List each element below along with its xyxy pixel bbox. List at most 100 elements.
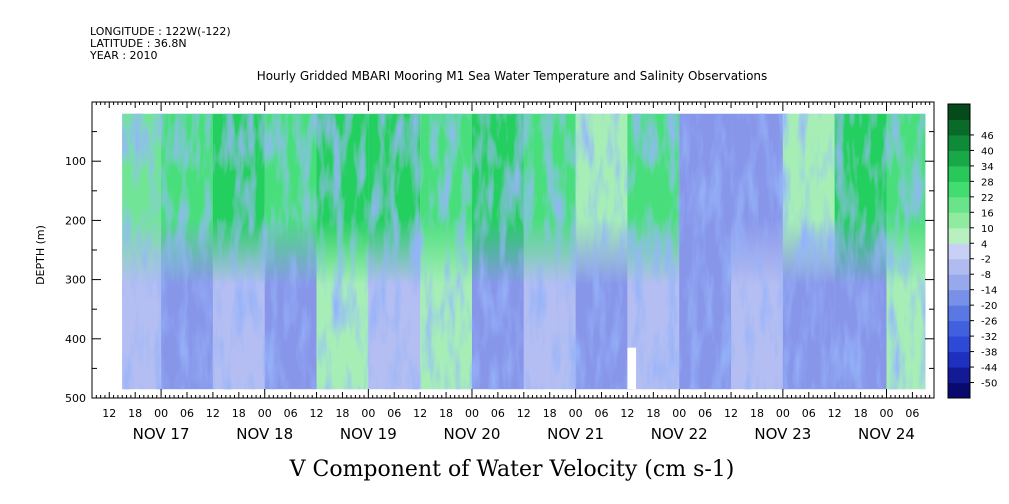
heatmap-stripe [679, 113, 732, 390]
x-day-label: NOV 17 [133, 425, 190, 443]
x-hour-tick-label: 12 [206, 407, 220, 420]
colorbar-swatch [948, 274, 970, 291]
heatmap-stripe [886, 113, 926, 390]
colorbar-swatch [948, 367, 970, 384]
x-hour-tick-label: 06 [387, 407, 401, 420]
heatmap-stripe [575, 113, 628, 390]
x-hour-tick-label: 18 [646, 407, 660, 420]
heatmap-stripe [212, 113, 265, 390]
x-hour-tick-label: 12 [517, 407, 531, 420]
y-tick-label: 300 [65, 274, 86, 287]
x-hour-tick-label: 06 [180, 407, 194, 420]
x-hour-tick-label: 12 [310, 407, 324, 420]
x-day-label: NOV 19 [340, 425, 397, 443]
x-hour-tick-label: 18 [128, 407, 142, 420]
colorbar-tick-label: -2 [981, 255, 991, 266]
heatmap-area [122, 113, 926, 390]
colorbar-swatch [948, 165, 970, 182]
heatmap-stripe [264, 113, 317, 390]
x-day-label: NOV 21 [547, 425, 604, 443]
heatmap-texture-group [122, 113, 926, 390]
colorbar-tick-label: 10 [981, 224, 994, 235]
colorbar-swatch [948, 243, 970, 260]
heatmap-stripe [834, 113, 887, 390]
x-hour-tick-label: 12 [620, 407, 634, 420]
x-hour-tick-label: 00 [569, 407, 583, 420]
x-hour-tick-label: 00 [154, 407, 168, 420]
x-day-label: NOV 18 [236, 425, 293, 443]
colorbar-tick-label: -38 [981, 348, 997, 359]
colorbar-swatch [948, 150, 970, 167]
colorbar-tick-label: 22 [981, 193, 994, 204]
longitude-label: LONGITUDE : 122W(-122) [90, 25, 231, 38]
heatmap-stripe [420, 113, 472, 390]
x-day-label: NOV 22 [651, 425, 708, 443]
colorbar-tick-label: -44 [981, 363, 997, 374]
x-hour-tick-label: 00 [465, 407, 479, 420]
x-hour-tick-label: 06 [905, 407, 919, 420]
x-hour-tick-label: 06 [698, 407, 712, 420]
colorbar-tick-label: 16 [981, 208, 994, 219]
colorbar-swatch [948, 196, 970, 213]
colorbar-swatch [948, 104, 970, 120]
missing-data-gap [627, 347, 637, 390]
x-day-label: NOV 23 [754, 425, 811, 443]
x-hour-tick-label: 00 [672, 407, 686, 420]
colorbar-tick-label: 40 [981, 146, 994, 157]
heatmap-stripe [782, 113, 835, 390]
x-hour-tick-label: 18 [750, 407, 764, 420]
colorbar-tick-label: -32 [981, 332, 997, 343]
colorbar-tick-label: 34 [981, 162, 994, 173]
x-axis: 12 18 00 06 12 18 00 06 12 18 00 06 12 18 00 06 12 18 00 06… [91, 102, 935, 443]
heatmap-stripe [161, 113, 213, 390]
y-tick-label: 100 [65, 155, 86, 168]
year-label: YEAR : 2010 [89, 49, 158, 62]
x-hour-tick-label: 06 [284, 407, 298, 420]
x-day-label: NOV 24 [858, 425, 915, 443]
colorbar-border [947, 103, 971, 399]
colorbar-swatch [948, 351, 970, 368]
x-hour-tick-label: 12 [724, 407, 738, 420]
colorbar-tick-label: 28 [981, 177, 994, 188]
heatmap-stripe [316, 113, 369, 390]
colorbar-swatch [948, 258, 970, 275]
x-hour-tick-label: 00 [776, 407, 790, 420]
x-hour-tick-label: 18 [854, 407, 868, 420]
heatmap-stripe [368, 113, 421, 390]
y-axis-label: DEPTH (m) [34, 225, 47, 285]
colorbar-swatch [948, 382, 970, 399]
x-hour-tick-label: 12 [102, 407, 116, 420]
colorbar-tick-label: -50 [981, 379, 997, 390]
colorbar-swatch [948, 320, 970, 337]
heatmap-stripe [523, 113, 576, 390]
colorbar-swatch [948, 227, 970, 244]
x-hour-tick-label: 18 [543, 407, 557, 420]
x-axis-label: V Component of Water Velocity (cm s-1) [289, 457, 735, 482]
y-tick-label: 400 [65, 333, 86, 346]
x-hour-tick-label: 06 [491, 407, 505, 420]
colorbar-tick-label: 46 [981, 131, 994, 142]
colorbar-tick-label: -26 [981, 317, 997, 328]
x-day-label: NOV 20 [444, 425, 501, 443]
heatmap-stripe [627, 113, 680, 390]
y-tick-label: 200 [65, 214, 86, 227]
heatmap-stripe [471, 113, 524, 390]
x-hour-tick-label: 18 [335, 407, 349, 420]
heatmap-stripe [122, 113, 162, 390]
y-tick-label: 500 [65, 392, 86, 405]
heatmap-stripe [731, 113, 783, 390]
x-hour-tick-label: 00 [880, 407, 894, 420]
colorbar-swatch [948, 212, 970, 229]
x-hour-tick-label: 00 [258, 407, 272, 420]
colorbar-swatch [948, 336, 970, 353]
x-hour-tick-label: 12 [828, 407, 842, 420]
x-hour-tick-label: 18 [439, 407, 453, 420]
colorbar: -50 -44 -38 -32 -26 -20 -14 -8 -2 4 10 16 22 28 34 40 46 [947, 103, 997, 399]
colorbar-swatch [948, 305, 970, 322]
x-hour-tick-label: 06 [802, 407, 816, 420]
chart-title: Hourly Gridded MBARI Mooring M1 Sea Wate… [257, 69, 768, 83]
colorbar-swatch [948, 134, 970, 151]
colorbar-swatch [948, 289, 970, 306]
colorbar-swatch [948, 181, 970, 198]
